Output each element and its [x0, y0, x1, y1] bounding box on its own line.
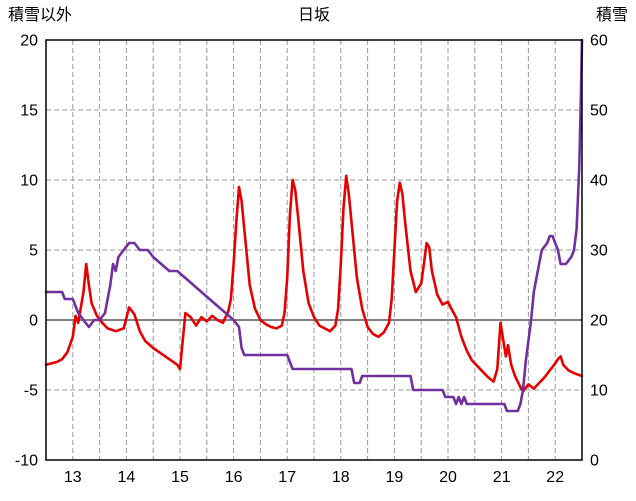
right-axis-tick-label: 10: [590, 383, 608, 400]
plot-border: [45, 39, 583, 461]
right-axis-tick-label: 50: [590, 103, 608, 120]
x-axis-tick-label: 18: [332, 469, 350, 486]
right-axis-tick-label: 40: [590, 173, 608, 190]
right-axis-series-line: [44, 38, 584, 413]
left-axis-title: 積雪以外: [8, 7, 73, 24]
left-axis-tick-label: 5: [29, 243, 38, 260]
right-axis-tick-label: 30: [590, 243, 608, 260]
x-axis-tick-label: 22: [546, 469, 564, 486]
left-axis-series-line: [44, 174, 584, 393]
right-axis-tick-label: 60: [590, 33, 608, 50]
left-axis-tick-label: 20: [20, 33, 38, 50]
x-axis-tick-label: 15: [171, 469, 189, 486]
left-axis-tick-label: 10: [20, 173, 38, 190]
left-axis-tick-label: 0: [29, 313, 38, 330]
right-axis-title: 積雪: [595, 7, 628, 24]
x-axis-tick-label: 19: [386, 469, 404, 486]
x-axis-tick-label: 17: [278, 469, 296, 486]
left-axis-tick-label: -10: [15, 453, 38, 470]
x-axis-tick-label: 14: [118, 469, 136, 486]
right-axis-tick-label: 20: [590, 313, 608, 330]
x-axis-tick-label: 16: [225, 469, 243, 486]
x-axis-tick-label: 20: [439, 469, 457, 486]
left-axis-tick-label: -5: [24, 383, 38, 400]
right-axis-tick-label: 0: [590, 453, 599, 470]
x-axis-tick-label: 21: [493, 469, 511, 486]
chart-title: 日坂: [297, 7, 330, 24]
x-axis-tick-label: 13: [64, 469, 82, 486]
left-axis-tick-label: 15: [20, 103, 38, 120]
